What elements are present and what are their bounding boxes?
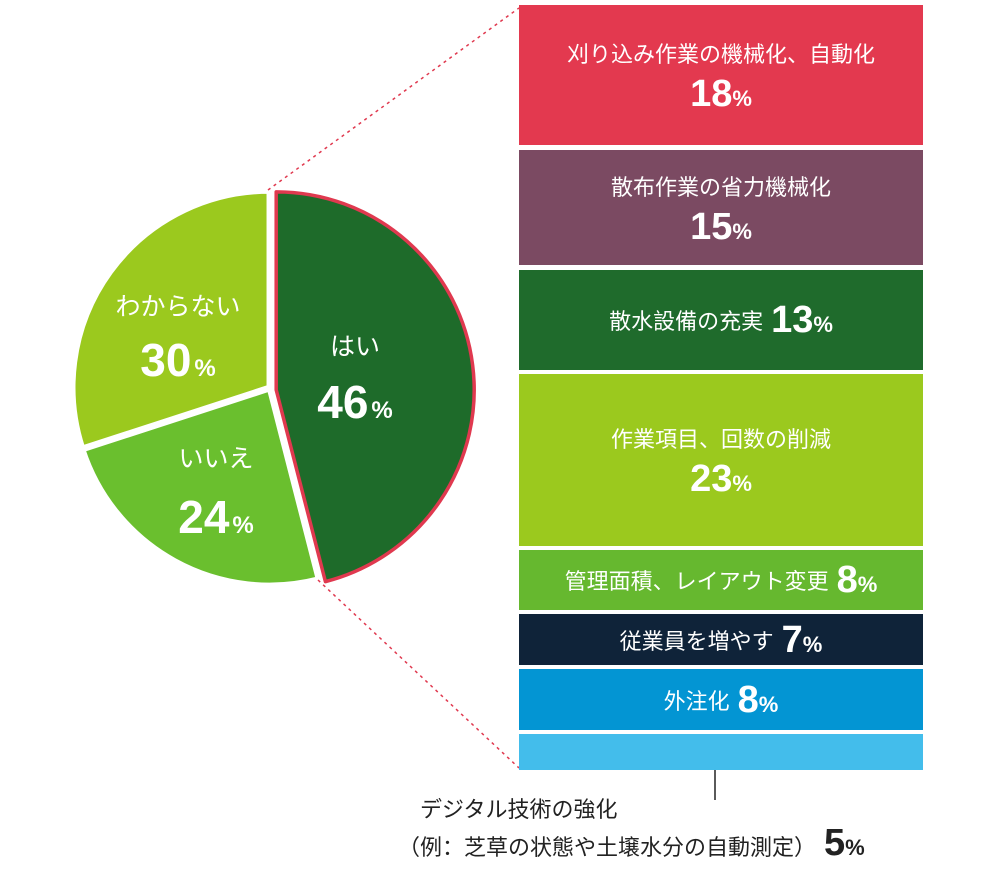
pie-value-no: 24%	[178, 491, 254, 543]
pie-value-unknown: 30%	[140, 334, 216, 386]
bar-outsourcing: 外注化 8%	[519, 669, 923, 730]
bar-value: 23%	[690, 458, 752, 500]
bar-label: 刈り込み作業の機械化、自動化	[566, 43, 875, 68]
bar-irrigation-equipment: 散水設備の充実 13%	[519, 270, 923, 370]
annotation-line2: （例：芝草の状態や土壌水分の自動測定） 5%	[398, 822, 865, 864]
bar-increase-staff: 従業員を増やす 7%	[519, 614, 923, 665]
bar-value: 8%	[737, 678, 779, 721]
annotation-line1: デジタル技術の強化	[420, 798, 618, 823]
bar-work-reduction: 作業項目、回数の削減 23%	[519, 374, 923, 546]
bar-label: 散水設備の充実	[609, 310, 764, 335]
pie-slice-no	[80, 386, 321, 588]
pie-label-no: いいえ	[178, 444, 253, 473]
bar-value: 15%	[690, 205, 752, 248]
connector-line-top	[267, 7, 520, 191]
bar-spraying-mechanization: 散布作業の省力機械化 15%	[519, 150, 923, 265]
pie-label-yes: はい	[330, 332, 380, 361]
bar-area-layout-change: 管理面積、レイアウト変更 8%	[519, 550, 923, 610]
bar-value: 13%	[771, 299, 833, 341]
bar-label: 作業項目、回数の削減	[610, 428, 831, 453]
pie-slice-unknown	[70, 188, 272, 451]
annotation-value: 5%	[824, 822, 865, 864]
bar-value: 8%	[836, 559, 878, 601]
bar-label: 外注化	[663, 689, 730, 715]
bar-value: 7%	[781, 618, 823, 661]
bar-label: 従業員を増やす	[619, 629, 774, 655]
digital-tech-annotation: デジタル技術の強化 （例：芝草の状態や土壌水分の自動測定） 5%	[398, 794, 865, 865]
pie-slice-yes	[274, 190, 476, 584]
pie-value-yes: 46%	[317, 376, 393, 428]
bar-value: 18%	[690, 73, 752, 115]
bar-label: 管理面積、レイアウト変更	[564, 570, 829, 595]
bar-digital-tech	[519, 734, 923, 770]
connector-line-bottom	[317, 579, 520, 769]
pie-label-unknown: わからない	[115, 292, 240, 321]
bar-label: 散布作業の省力機械化	[610, 175, 831, 201]
bar-mowing-automation: 刈り込み作業の機械化、自動化 18%	[519, 5, 923, 145]
